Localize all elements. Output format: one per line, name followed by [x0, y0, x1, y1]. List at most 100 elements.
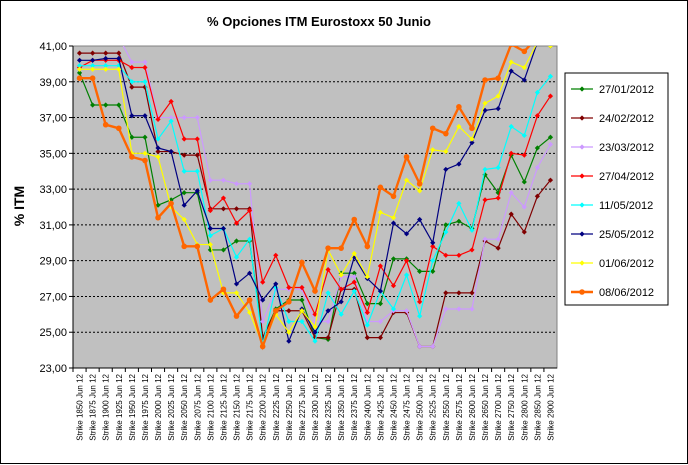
data-point: [364, 274, 370, 280]
data-point: [469, 247, 475, 253]
x-axis-ticks: Strike 1850 Jun 12 Strike 1875 Jun 12 Stri…: [72, 368, 555, 441]
data-point: [547, 134, 554, 140]
data-point: [377, 288, 384, 294]
legend-label: 24/02/2012: [599, 113, 654, 125]
x-tick-label: Strike 1950 Jun 12: [128, 373, 137, 440]
data-point: [377, 209, 384, 215]
data-point: [103, 63, 109, 69]
data-point: [508, 123, 514, 130]
data-point: [155, 214, 161, 221]
y-tick-label: 23,00: [39, 363, 67, 375]
data-point: [351, 274, 357, 280]
x-tick-label: Strike 2600 Jun 12: [468, 373, 477, 440]
data-point: [181, 216, 187, 223]
data-point: [102, 121, 109, 128]
data-point: [246, 309, 253, 316]
y-tick-label: 33,00: [39, 184, 67, 196]
data-point: [233, 220, 240, 226]
data-point: [469, 136, 475, 142]
data-point: [534, 145, 540, 151]
data-point: [377, 301, 384, 307]
data-point: [403, 154, 410, 160]
data-point: [116, 34, 121, 39]
data-point: [325, 290, 331, 296]
data-point: [351, 270, 357, 276]
x-tick-label: Strike 2425 Jun 12: [376, 373, 385, 440]
data-point: [456, 200, 462, 207]
data-point: [579, 144, 585, 150]
data-point: [76, 75, 83, 81]
data-point: [521, 179, 527, 185]
x-tick-label: Strike 2350 Jun 12: [337, 373, 346, 440]
x-tick-label: Strike 2175 Jun 12: [246, 373, 255, 440]
data-point: [521, 204, 527, 210]
y-tick-label: 29,00: [39, 256, 67, 268]
data-point: [168, 98, 174, 105]
data-point: [286, 338, 292, 344]
y-tick-label: 35,00: [39, 148, 67, 160]
data-point: [142, 64, 148, 71]
data-point: [403, 272, 410, 278]
data-point: [207, 225, 213, 232]
x-tick-label: Strike 2225 Jun 12: [272, 373, 281, 440]
data-point: [194, 152, 200, 158]
data-point: [482, 172, 488, 178]
series-08/06/2012: [76, 34, 541, 351]
data-point: [312, 338, 318, 344]
series-25/05/2012: [76, 46, 554, 344]
x-tick-label: Strike 2475 Jun 12: [403, 373, 412, 440]
x-tick-label: Strike 2025 Jun 12: [167, 373, 176, 440]
data-point: [351, 279, 357, 285]
data-point: [233, 281, 240, 287]
x-tick-label: Strike 1975 Jun 12: [141, 373, 150, 440]
x-tick-label: Strike 1925 Jun 12: [115, 373, 124, 440]
data-point: [547, 141, 554, 147]
data-point: [155, 154, 161, 160]
data-point: [76, 70, 83, 76]
data-point: [325, 308, 331, 314]
data-point: [430, 243, 436, 249]
legend-entry: 24/02/2012: [571, 113, 654, 125]
data-point: [286, 308, 292, 314]
data-point: [129, 64, 135, 71]
data-point: [495, 236, 501, 242]
legend-label: 11/05/2012: [599, 200, 653, 212]
data-point: [142, 150, 148, 156]
data-point: [579, 202, 585, 208]
x-tick-label: Strike 2525 Jun 12: [429, 373, 438, 440]
data-point: [129, 134, 135, 140]
data-point: [403, 258, 410, 264]
data-point: [364, 309, 370, 316]
legend-entry: 08/06/2012: [571, 287, 654, 299]
y-tick-label: 39,00: [39, 77, 67, 89]
legend-items: 27/01/2012 24/02/2012 23/03/2012 27/04/2012…: [571, 84, 654, 299]
data-point: [246, 207, 253, 214]
data-point: [390, 215, 397, 221]
data-point: [579, 173, 585, 179]
data-point: [377, 184, 384, 191]
data-point: [547, 177, 554, 183]
data-point: [299, 318, 305, 325]
data-point: [233, 313, 240, 319]
data-point: [155, 136, 161, 142]
data-point: [299, 297, 305, 303]
data-point: [116, 63, 122, 69]
data-point: [168, 118, 174, 124]
y-tick-label: 31,00: [39, 220, 67, 232]
data-point: [403, 308, 410, 314]
legend-entry: 27/01/2012: [571, 84, 654, 96]
data-point: [443, 306, 449, 312]
data-point: [325, 245, 331, 251]
x-tick-label: Strike 2575 Jun 12: [455, 373, 464, 440]
data-point: [403, 231, 410, 237]
data-point: [194, 114, 200, 121]
data-point: [259, 343, 266, 350]
data-point: [535, 34, 541, 40]
data-point: [129, 84, 135, 90]
data-point: [579, 260, 585, 266]
data-point: [116, 50, 122, 56]
data-point: [469, 306, 475, 312]
data-point: [286, 318, 292, 325]
x-tick-label: Strike 2900 Jun 12: [546, 373, 555, 440]
